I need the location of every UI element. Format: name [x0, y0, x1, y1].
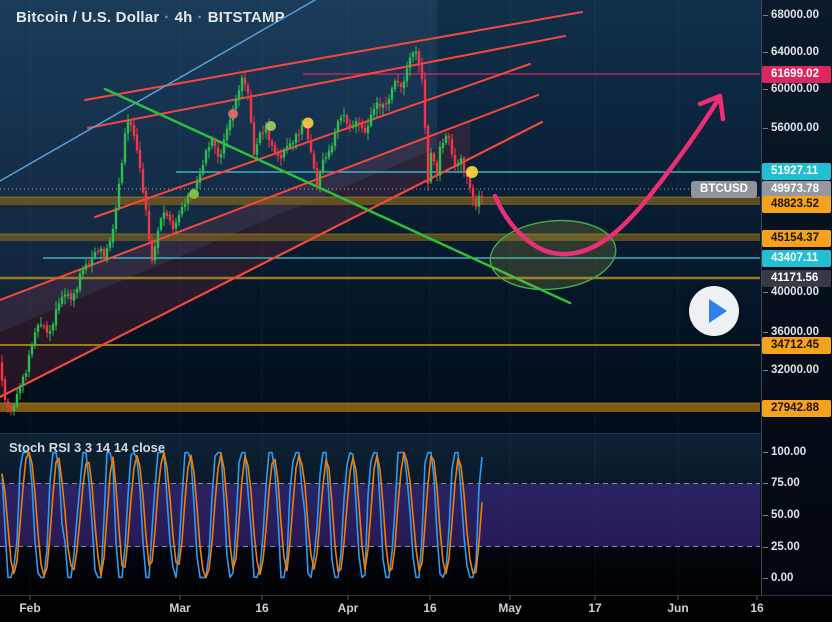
price-label: 27942.88	[762, 399, 831, 417]
time-tick	[429, 596, 431, 600]
title-separator-2: ·	[197, 9, 203, 26]
blue-channel-fill[interactable]	[0, 0, 437, 332]
stoch-label: 0.00	[763, 570, 832, 587]
price-label: 41171.56	[762, 269, 831, 287]
zone-48823[interactable]	[0, 197, 760, 205]
price-label: 68000.00	[763, 7, 832, 24]
exchange-label: BITSTAMP	[207, 9, 285, 26]
time-tick	[509, 596, 511, 600]
price-label: 48823.52	[762, 195, 831, 213]
symbol-title[interactable]: Bitcoin / U.S. Dollar · 4h · BITSTAMP	[16, 9, 285, 26]
axis-tick	[763, 482, 768, 484]
projected-path-arrow-head	[697, 93, 726, 122]
marker-dot-red[interactable]	[228, 109, 238, 119]
price-label: 51927.11	[762, 162, 831, 180]
axis-tick	[763, 88, 768, 90]
play-icon	[709, 299, 727, 323]
symbol-name: Bitcoin / U.S. Dollar	[16, 9, 160, 26]
axis-tick	[763, 577, 768, 579]
pane-separator[interactable]	[0, 433, 761, 434]
axis-tick	[763, 451, 768, 453]
zone-45154[interactable]	[0, 234, 760, 241]
axis-tick	[763, 51, 768, 53]
time-label: Mar	[169, 601, 191, 615]
time-tick	[677, 596, 679, 600]
price-label: 45154.37	[762, 229, 831, 247]
zone-27942[interactable]	[0, 403, 760, 412]
time-tick	[594, 596, 596, 600]
interval-label: 4h	[174, 9, 193, 26]
red-channel-fill[interactable]	[0, 122, 470, 397]
price-axis-background	[761, 0, 832, 596]
stoch-label: 50.00	[763, 507, 832, 524]
time-tick	[756, 596, 758, 600]
play-button[interactable]	[689, 286, 739, 336]
stoch-rsi-d-line	[1, 451, 483, 579]
axis-tick	[763, 369, 768, 371]
stoch-label: 25.00	[763, 539, 832, 556]
time-label: 16	[750, 601, 764, 615]
axis-tick	[763, 14, 768, 16]
stoch-rsi-k-line	[1, 451, 483, 579]
stoch-label: 100.00	[763, 444, 832, 461]
axis-tick	[763, 331, 768, 333]
time-label: May	[498, 601, 522, 615]
price-label: 64000.00	[763, 44, 832, 61]
time-tick	[261, 596, 263, 600]
ascending-channel-lower[interactable]	[0, 120, 544, 399]
time-label: 16	[423, 601, 437, 615]
marker-dot-green-2[interactable]	[189, 189, 199, 199]
time-axis-border	[0, 595, 832, 596]
time-tick	[29, 596, 31, 600]
ascending-channel-upper[interactable]	[0, 94, 539, 301]
symbol-price-tag: BTCUSD	[691, 181, 757, 198]
stoch-label: 75.00	[763, 475, 832, 492]
ascending-mid-trendline[interactable]	[94, 63, 531, 218]
price-axis-border	[761, 0, 762, 596]
blue-channel-line[interactable]	[0, 0, 316, 182]
price-label: 34712.45	[762, 336, 831, 354]
price-label: 32000.00	[763, 362, 832, 379]
time-label: Apr	[337, 601, 359, 615]
axis-tick	[763, 546, 768, 548]
marker-dot-yellow-2[interactable]	[466, 166, 478, 178]
upper-trendline-2[interactable]	[87, 35, 566, 129]
time-label: 17	[588, 601, 602, 615]
price-label: 36000.00	[763, 324, 832, 341]
time-axis-background	[0, 596, 832, 622]
projected-path-arrow[interactable]	[492, 97, 721, 257]
axis-tick	[763, 127, 768, 129]
price-label: 49973.78	[762, 180, 831, 198]
marker-dot-green-1[interactable]	[266, 121, 276, 131]
time-label: Feb	[19, 601, 41, 615]
axis-tick	[763, 514, 768, 516]
price-label: 60000.00	[763, 81, 832, 98]
stoch-rsi-title[interactable]: Stoch RSI 3 3 14 14 close	[9, 440, 166, 455]
price-label: 43407.11	[762, 249, 831, 267]
price-label: 40000.00	[763, 284, 832, 301]
price-label: 56000.00	[763, 120, 832, 137]
title-separator-1: ·	[164, 9, 170, 26]
time-tick	[179, 596, 181, 600]
price-label: 61699.02	[762, 65, 831, 83]
axis-tick	[763, 291, 768, 293]
marker-dot-yellow-1[interactable]	[302, 117, 314, 129]
time-label: Jun	[667, 601, 689, 615]
time-label: 16	[255, 601, 269, 615]
time-tick	[347, 596, 349, 600]
